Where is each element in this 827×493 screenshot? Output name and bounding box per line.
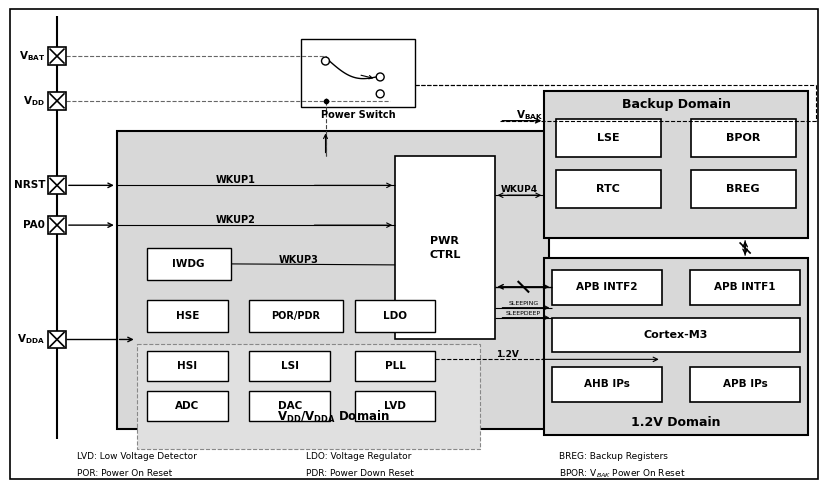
Bar — [249, 300, 343, 331]
Text: LVD: Low Voltage Detector: LVD: Low Voltage Detector — [77, 452, 197, 461]
Text: POR/PDR: POR/PDR — [271, 311, 320, 320]
Bar — [543, 91, 807, 238]
Bar — [136, 345, 479, 449]
Bar — [117, 131, 548, 429]
Bar — [249, 391, 330, 421]
Bar — [249, 352, 330, 381]
Bar — [355, 300, 434, 331]
Text: POR: Power On Reset: POR: Power On Reset — [77, 469, 172, 478]
Bar — [690, 270, 799, 305]
Text: LSE: LSE — [596, 133, 619, 142]
Bar — [556, 119, 660, 156]
Text: PWR: PWR — [430, 236, 459, 246]
Text: Backup Domain: Backup Domain — [621, 98, 729, 111]
Bar — [543, 258, 807, 435]
Text: SLEEPING: SLEEPING — [508, 301, 538, 306]
Bar — [48, 47, 66, 65]
Text: APB INTF1: APB INTF1 — [714, 282, 775, 292]
Text: BREG: Backup Registers: BREG: Backup Registers — [558, 452, 667, 461]
Bar — [394, 155, 494, 340]
Text: APB IPs: APB IPs — [722, 379, 767, 389]
Text: PDR: Power Down Reset: PDR: Power Down Reset — [305, 469, 413, 478]
Text: HSI: HSI — [177, 361, 197, 371]
Text: IWDG: IWDG — [172, 259, 204, 269]
Text: LVD: LVD — [384, 401, 405, 411]
Bar — [146, 248, 231, 280]
Text: LSI: LSI — [280, 361, 299, 371]
Text: NRST: NRST — [13, 180, 45, 190]
Text: V$_{\mathbf{DDA}}$: V$_{\mathbf{DDA}}$ — [17, 333, 45, 347]
Text: V$_{\mathbf{BAT}}$: V$_{\mathbf{BAT}}$ — [19, 49, 45, 63]
Bar — [552, 270, 661, 305]
Text: DAC: DAC — [277, 401, 302, 411]
Text: WKUP4: WKUP4 — [500, 185, 538, 194]
Bar — [48, 216, 66, 234]
Text: LDO: LDO — [383, 311, 407, 320]
Text: V$_{\mathbf{BAK}}$: V$_{\mathbf{BAK}}$ — [515, 108, 543, 122]
Bar — [146, 300, 227, 331]
Text: HSE: HSE — [175, 311, 198, 320]
Text: 1.2V: 1.2V — [495, 350, 519, 359]
Text: BPOR: V$_{BAK}$ Power On Reset: BPOR: V$_{BAK}$ Power On Reset — [558, 467, 685, 480]
Text: BREG: BREG — [725, 184, 759, 194]
Bar — [556, 171, 660, 208]
Bar — [48, 176, 66, 194]
Bar — [690, 367, 799, 402]
Text: V$_{\mathbf{DD}}$/V$_{\mathbf{DDA}}$ Domain: V$_{\mathbf{DD}}$/V$_{\mathbf{DDA}}$ Dom… — [276, 409, 389, 425]
Bar — [552, 367, 661, 402]
Text: Cortex-M3: Cortex-M3 — [643, 329, 707, 340]
Bar — [552, 317, 799, 352]
Text: RTC: RTC — [595, 184, 619, 194]
Text: WKUP1: WKUP1 — [216, 176, 256, 185]
Text: SLEEPDEEP: SLEEPDEEP — [505, 311, 540, 316]
Text: AHB IPs: AHB IPs — [583, 379, 629, 389]
Text: PA0: PA0 — [23, 220, 45, 230]
Text: 1.2V Domain: 1.2V Domain — [630, 417, 719, 429]
Text: CTRL: CTRL — [428, 250, 460, 260]
Bar — [300, 39, 414, 107]
Text: WKUP3: WKUP3 — [278, 255, 318, 265]
Bar — [355, 391, 434, 421]
Bar — [146, 391, 227, 421]
Text: BPOR: BPOR — [725, 133, 759, 142]
Text: V$_{\mathbf{DD}}$: V$_{\mathbf{DD}}$ — [23, 94, 45, 108]
Text: ADC: ADC — [175, 401, 199, 411]
Bar — [355, 352, 434, 381]
Bar — [48, 92, 66, 110]
Text: WKUP2: WKUP2 — [216, 215, 256, 225]
Bar — [48, 330, 66, 349]
Text: APB INTF2: APB INTF2 — [576, 282, 637, 292]
Bar — [691, 119, 795, 156]
Text: LDO: Voltage Regulator: LDO: Voltage Regulator — [305, 452, 410, 461]
Bar — [146, 352, 227, 381]
Bar — [691, 171, 795, 208]
Text: PLL: PLL — [385, 361, 405, 371]
Text: Power Switch: Power Switch — [320, 110, 394, 120]
